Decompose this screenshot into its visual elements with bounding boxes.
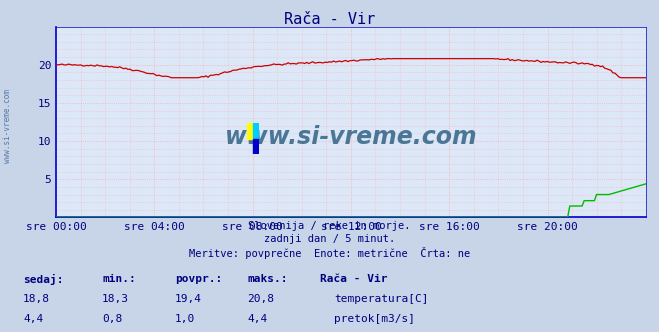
Text: pretok[m3/s]: pretok[m3/s]	[334, 314, 415, 324]
Text: Rača - Vir: Rača - Vir	[320, 274, 387, 284]
Text: temperatura[C]: temperatura[C]	[334, 294, 428, 304]
Bar	[253, 139, 259, 154]
Text: 20,8: 20,8	[247, 294, 274, 304]
Text: maks.:: maks.:	[247, 274, 287, 284]
Text: Slovenija / reke in morje.: Slovenija / reke in morje.	[248, 221, 411, 231]
Bar	[247, 123, 259, 139]
Text: zadnji dan / 5 minut.: zadnji dan / 5 minut.	[264, 234, 395, 244]
Text: sedaj:: sedaj:	[23, 274, 63, 285]
Text: 4,4: 4,4	[247, 314, 268, 324]
Text: www.si-vreme.com: www.si-vreme.com	[225, 125, 477, 149]
Text: 0,8: 0,8	[102, 314, 123, 324]
Text: 19,4: 19,4	[175, 294, 202, 304]
Text: min.:: min.:	[102, 274, 136, 284]
Text: povpr.:: povpr.:	[175, 274, 222, 284]
Text: 18,8: 18,8	[23, 294, 50, 304]
Text: 4,4: 4,4	[23, 314, 43, 324]
Text: 1,0: 1,0	[175, 314, 195, 324]
Text: www.si-vreme.com: www.si-vreme.com	[3, 89, 13, 163]
Text: Meritve: povprečne  Enote: metrične  Črta: ne: Meritve: povprečne Enote: metrične Črta:…	[189, 247, 470, 259]
Text: Rača - Vir: Rača - Vir	[284, 12, 375, 27]
Text: 18,3: 18,3	[102, 294, 129, 304]
Bar	[253, 123, 259, 139]
